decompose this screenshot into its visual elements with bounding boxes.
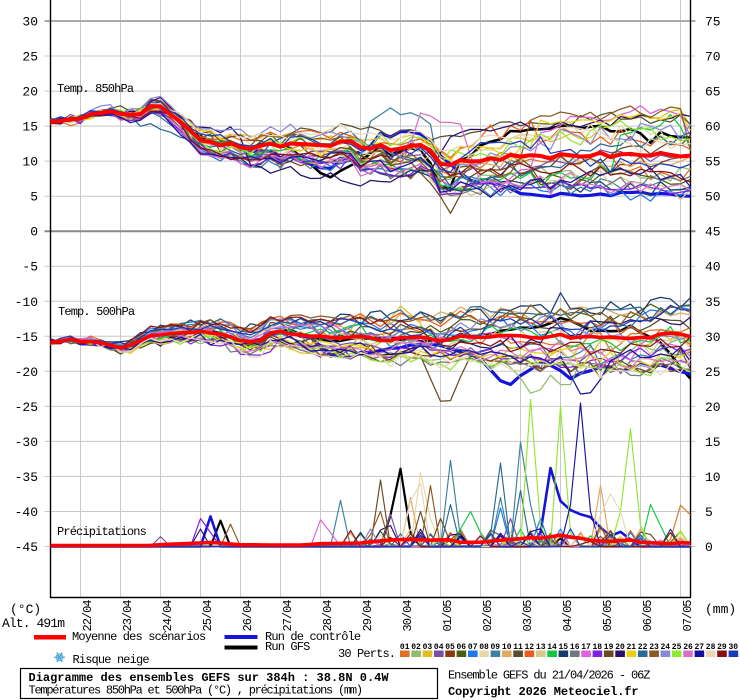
svg-text:-15: -15 [15,330,38,345]
svg-text:03: 03 [423,643,433,652]
svg-text:45: 45 [705,225,721,240]
svg-text:22: 22 [638,643,648,652]
svg-text:23: 23 [649,643,659,652]
svg-text:13: 13 [536,643,546,652]
svg-text:0: 0 [30,225,38,240]
svg-text:70: 70 [705,50,721,65]
svg-text:06: 06 [456,643,466,652]
svg-text:35: 35 [705,295,721,310]
svg-text:02: 02 [411,643,421,652]
svg-text:-20: -20 [15,365,38,380]
svg-text:24/04: 24/04 [161,600,175,632]
svg-text:30: 30 [705,330,721,345]
svg-text:28/04: 28/04 [321,600,335,632]
svg-text:02/05: 02/05 [481,600,495,632]
svg-text:Ensemble GEFS du 21/04/2026 -: Ensemble GEFS du 21/04/2026 - 06Z [448,669,650,683]
svg-text:Run de contrôle: Run de contrôle [265,630,361,644]
svg-text:06/05: 06/05 [641,600,655,632]
svg-text:20: 20 [615,643,625,652]
svg-text:30 Perts.: 30 Perts. [338,647,395,661]
svg-text:10: 10 [22,155,38,170]
svg-text:29: 29 [717,643,727,652]
svg-text:30/04: 30/04 [401,600,415,632]
svg-text:24: 24 [660,643,670,652]
svg-text:5: 5 [705,505,713,520]
svg-text:-10: -10 [15,295,38,310]
svg-text:22/04: 22/04 [81,600,95,632]
svg-text:01/05: 01/05 [441,600,455,632]
svg-text:5: 5 [30,190,38,205]
svg-text:28: 28 [706,643,716,652]
svg-text:14: 14 [547,643,557,652]
svg-text:25/04: 25/04 [201,600,215,632]
svg-text:26/04: 26/04 [241,600,255,632]
svg-text:-45: -45 [15,540,38,555]
svg-text:-5: -5 [22,260,38,275]
svg-text:10: 10 [705,470,721,485]
svg-text:01: 01 [400,643,410,652]
svg-text:17: 17 [581,643,591,652]
svg-text:20: 20 [705,400,721,415]
svg-text:09: 09 [490,643,500,652]
svg-text:25: 25 [705,365,721,380]
svg-text:-25: -25 [15,400,38,415]
svg-text:25: 25 [672,643,682,652]
svg-text:25: 25 [22,50,38,65]
svg-text:07: 07 [468,643,478,652]
svg-text:16: 16 [570,643,580,652]
svg-text:20: 20 [22,85,38,100]
svg-text:07/05: 07/05 [681,600,695,632]
svg-text:04/05: 04/05 [561,600,575,632]
svg-text:0: 0 [705,540,713,555]
svg-text:(°C): (°C) [10,602,41,617]
svg-text:55: 55 [705,155,721,170]
svg-text:27: 27 [694,643,704,652]
svg-text:60: 60 [705,120,721,135]
svg-text:23/04: 23/04 [121,600,135,632]
svg-text:-30: -30 [15,435,38,450]
svg-text:26: 26 [683,643,693,652]
svg-text:05: 05 [445,643,455,652]
svg-text:Précipitations: Précipitations [57,525,147,539]
svg-text:19: 19 [604,643,614,652]
svg-text:08: 08 [479,643,489,652]
svg-text:-40: -40 [15,505,38,520]
svg-text:50: 50 [705,190,721,205]
svg-text:Températures 850hPa et 500hPa: Températures 850hPa et 500hPa (°C) , pré… [29,684,362,698]
svg-text:29/04: 29/04 [361,600,375,632]
svg-text:30: 30 [22,15,38,30]
svg-text:27/04: 27/04 [281,600,295,632]
svg-text:65: 65 [705,85,721,100]
svg-text:15: 15 [705,435,721,450]
svg-text:21: 21 [626,643,636,652]
svg-text:Copyright 2026 Meteociel.fr: Copyright 2026 Meteociel.fr [448,685,638,699]
svg-text:Moyenne des scénarios: Moyenne des scénarios [72,630,206,644]
svg-text:Alt. 491m: Alt. 491m [2,616,65,631]
svg-text:11: 11 [513,643,523,652]
svg-text:Run GFS: Run GFS [265,640,310,654]
svg-text:18: 18 [592,643,602,652]
svg-text:40: 40 [705,260,721,275]
svg-text:(mm): (mm) [705,602,736,617]
svg-text:Diagramme des ensembles GEFS s: Diagramme des ensembles GEFS sur 384h : … [29,671,390,685]
svg-text:04: 04 [434,643,444,652]
svg-text:15: 15 [558,643,568,652]
svg-text:-35: -35 [15,470,38,485]
svg-text:03/05: 03/05 [521,600,535,632]
svg-text:Temp. 500hPa: Temp. 500hPa [58,305,135,319]
svg-text:Risque neige: Risque neige [73,653,150,667]
svg-text:12: 12 [524,643,534,652]
svg-text:75: 75 [705,15,721,30]
svg-text:Temp. 850hPa: Temp. 850hPa [57,82,134,96]
svg-text:15: 15 [22,120,38,135]
svg-text:05/05: 05/05 [601,600,615,632]
svg-text:10: 10 [502,643,512,652]
svg-text:30: 30 [728,643,738,652]
